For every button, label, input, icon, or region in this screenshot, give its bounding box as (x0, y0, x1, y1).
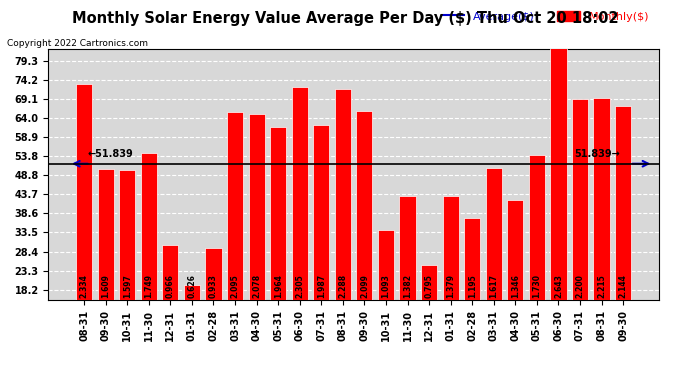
Bar (378, 230, 394, 358)
Bar (97, 169, 114, 358)
Bar (551, 47, 566, 358)
Text: 2.095: 2.095 (230, 274, 239, 298)
Bar (593, 98, 610, 358)
Bar (76, 84, 92, 358)
Bar (356, 111, 373, 358)
Text: 2.288: 2.288 (338, 274, 347, 298)
Text: 2.215: 2.215 (597, 274, 606, 298)
Text: 1.617: 1.617 (489, 274, 498, 298)
Text: 2.144: 2.144 (619, 274, 628, 298)
Bar (162, 244, 179, 358)
Bar (248, 114, 265, 358)
Text: 1.987: 1.987 (317, 274, 326, 298)
Bar (141, 153, 157, 358)
Text: 2.643: 2.643 (554, 274, 563, 298)
Bar (507, 200, 524, 358)
Bar (313, 124, 329, 358)
Bar (119, 170, 135, 358)
Bar (421, 265, 437, 358)
Text: 1.346: 1.346 (511, 274, 520, 298)
Bar (270, 127, 286, 358)
Text: 1.382: 1.382 (403, 274, 412, 298)
Text: 1.730: 1.730 (533, 274, 542, 298)
Bar (442, 196, 459, 358)
Bar (184, 285, 200, 358)
Text: ←51.839: ←51.839 (88, 149, 133, 159)
Text: 0.933: 0.933 (209, 274, 218, 298)
Text: 1.093: 1.093 (382, 274, 391, 298)
Text: Monthly Solar Energy Value Average Per Day ($) Thu Oct 20 18:02: Monthly Solar Energy Value Average Per D… (72, 11, 618, 26)
Bar (529, 155, 545, 358)
Text: 0.626: 0.626 (188, 274, 197, 298)
Text: 1.964: 1.964 (274, 274, 283, 298)
Bar (227, 112, 243, 358)
Text: Copyright 2022 Cartronics.com: Copyright 2022 Cartronics.com (7, 39, 148, 48)
Bar (292, 87, 308, 358)
Bar (572, 99, 588, 358)
Bar (464, 217, 480, 358)
Bar (615, 106, 631, 358)
Text: 2.099: 2.099 (360, 274, 369, 298)
Bar (206, 249, 221, 358)
Text: 1.379: 1.379 (446, 274, 455, 298)
Text: 1.749: 1.749 (144, 274, 153, 298)
Text: 2.078: 2.078 (252, 274, 261, 298)
Bar (486, 168, 502, 358)
Text: 2.305: 2.305 (295, 274, 304, 298)
Text: 1.609: 1.609 (101, 274, 110, 298)
Text: 1.195: 1.195 (468, 274, 477, 298)
Text: 0.966: 0.966 (166, 274, 175, 298)
Bar (400, 196, 415, 358)
Text: 2.334: 2.334 (79, 274, 88, 298)
Text: 2.200: 2.200 (575, 274, 584, 298)
Text: 51.839→: 51.839→ (574, 149, 620, 159)
Legend: Average($), Monthly($): Average($), Monthly($) (438, 7, 653, 26)
Bar (335, 89, 351, 358)
Text: 1.597: 1.597 (123, 274, 132, 298)
Text: 0.795: 0.795 (424, 274, 433, 298)
